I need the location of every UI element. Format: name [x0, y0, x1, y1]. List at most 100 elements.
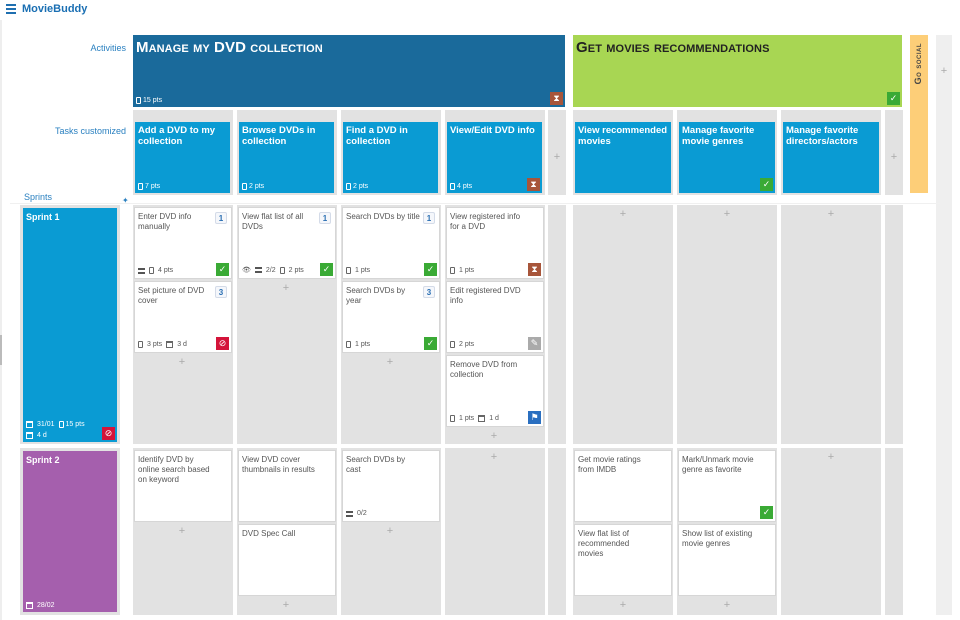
- task-manage-directors[interactable]: Manage favorite directors/actors: [783, 122, 879, 193]
- hourglass-icon: [242, 183, 247, 190]
- task-view-recommended[interactable]: View recommended movies: [575, 122, 671, 193]
- check-icon[interactable]: ✓: [216, 263, 229, 276]
- story-card[interactable]: View DVD cover thumbnails in results: [238, 450, 336, 522]
- add-activity-icon[interactable]: +: [940, 65, 948, 77]
- add-story-icon[interactable]: +: [723, 208, 731, 220]
- description-icon: [138, 267, 145, 274]
- story-card[interactable]: Remove DVD from collection 1 pts 1 d ⚑: [446, 355, 544, 427]
- story-card[interactable]: Edit registered DVD info 2 pts ✎: [446, 281, 544, 353]
- team-icon: [478, 415, 486, 422]
- tasks-icon: [254, 267, 262, 273]
- task-points: 2 pts: [346, 183, 368, 190]
- add-task-icon[interactable]: +: [890, 151, 898, 163]
- story-card[interactable]: Get movie ratings from IMDB: [574, 450, 672, 522]
- story-card[interactable]: Enter DVD info manually 1 4 pts ✓: [134, 207, 232, 279]
- sprint-1-card[interactable]: Sprint 1 31/01 15 pts 4 d ⊘: [23, 208, 117, 442]
- story-title: View flat list of all DVDs: [242, 212, 304, 231]
- story-card[interactable]: Search DVDs by title 1 1 pts ✓: [342, 207, 440, 279]
- task-manage-genres[interactable]: Manage favorite movie genres ✓: [679, 122, 775, 193]
- pin-icon[interactable]: ✦: [122, 196, 129, 205]
- activity-manage-dvd-collection[interactable]: Manage my DVD collection 15 pts ⧗: [133, 35, 565, 107]
- story-title: Show list of existing movie genres: [682, 529, 753, 548]
- blocked-icon[interactable]: ⊘: [102, 427, 115, 440]
- task-add-dvd[interactable]: Add a DVD to my collection 7 pts: [135, 122, 230, 193]
- story-title: Search DVDs by title: [346, 212, 420, 221]
- hourglass-icon: [450, 415, 455, 422]
- story-meta: 1 pts 1 d: [450, 415, 499, 422]
- add-story-icon[interactable]: +: [178, 356, 186, 368]
- calendar-icon: [26, 421, 33, 428]
- story-card[interactable]: View flat list of all DVDs 1 👁 2/2 2 pts ✓: [238, 207, 336, 279]
- activity-title: Go social: [913, 43, 923, 85]
- story-comment-count[interactable]: 1: [423, 212, 435, 224]
- check-icon[interactable]: ✓: [760, 506, 773, 519]
- sprint-2-card[interactable]: Sprint 2 28/02: [23, 451, 117, 612]
- check-icon[interactable]: ✓: [320, 263, 333, 276]
- add-story-icon[interactable]: +: [490, 430, 498, 442]
- check-icon[interactable]: ✓: [424, 263, 437, 276]
- sprint2-column: [445, 448, 545, 615]
- check-icon[interactable]: ✓: [887, 92, 900, 105]
- hourglass-icon: [450, 341, 455, 348]
- flag-icon[interactable]: ⚑: [528, 411, 541, 424]
- story-comment-count[interactable]: 3: [423, 286, 435, 298]
- task-title: Browse DVDs in collection: [242, 125, 316, 147]
- hourglass-icon: [279, 266, 285, 274]
- story-comment-count[interactable]: 1: [319, 212, 331, 224]
- hourglass-icon[interactable]: ⧗: [528, 263, 541, 276]
- story-card[interactable]: DVD Spec Call: [238, 524, 336, 596]
- add-story-icon[interactable]: +: [723, 599, 731, 611]
- hourglass-icon[interactable]: ⧗: [550, 92, 563, 105]
- activity-title: Manage my DVD collection: [136, 39, 323, 56]
- story-card[interactable]: Set picture of DVD cover 3 3 pts 3 d ⊘: [134, 281, 232, 353]
- task-find-dvd[interactable]: Find a DVD in collection 2 pts: [343, 122, 438, 193]
- story-card[interactable]: Search DVDs by year 3 1 pts ✓: [342, 281, 440, 353]
- team-icon: [166, 341, 174, 348]
- story-title: Identify DVD by online search based on k…: [138, 455, 210, 484]
- add-task-icon[interactable]: +: [553, 151, 561, 163]
- task-view-edit-dvd[interactable]: View/Edit DVD info 4 pts ⧗: [447, 122, 542, 193]
- add-story-icon[interactable]: +: [619, 599, 627, 611]
- story-title: Get movie ratings from IMDB: [578, 455, 641, 474]
- add-story-icon[interactable]: +: [386, 525, 394, 537]
- story-card[interactable]: Identify DVD by online search based on k…: [134, 450, 232, 522]
- story-card[interactable]: Mark/Unmark movie genre as favorite ✓: [678, 450, 776, 522]
- hamburger-menu-icon[interactable]: [6, 4, 16, 14]
- sprints-row-label: Sprints: [24, 192, 53, 202]
- activity-go-social[interactable]: Go social: [910, 35, 928, 193]
- story-card[interactable]: View registered info for a DVD 1 pts ⧗: [446, 207, 544, 279]
- hourglass-icon[interactable]: ⧗: [527, 178, 540, 191]
- story-comment-count[interactable]: 3: [215, 286, 227, 298]
- left-resize-handle[interactable]: [0, 335, 2, 365]
- sprint2-column: [781, 448, 881, 615]
- hourglass-icon: [346, 183, 351, 190]
- add-story-icon[interactable]: +: [178, 525, 186, 537]
- task-title: Manage favorite directors/actors: [786, 125, 859, 147]
- story-card[interactable]: Search DVDs by cast 0/2: [342, 450, 440, 522]
- add-story-icon[interactable]: +: [490, 451, 498, 463]
- sprint-title: Sprint 2: [26, 455, 60, 465]
- add-story-icon[interactable]: +: [386, 356, 394, 368]
- activity-get-movies-recommendations[interactable]: Get movies recommendations ✓: [573, 35, 902, 107]
- add-task-column: [885, 110, 903, 195]
- add-story-icon[interactable]: +: [282, 599, 290, 611]
- add-story-icon[interactable]: +: [282, 282, 290, 294]
- story-title: View flat list of recommended movies: [578, 529, 630, 558]
- edit-icon[interactable]: ✎: [528, 337, 541, 350]
- sprint-meta: 28/02: [26, 602, 55, 609]
- tasks-icon: [346, 510, 353, 517]
- add-story-icon[interactable]: +: [827, 208, 835, 220]
- hourglass-icon: [138, 341, 143, 348]
- check-icon[interactable]: ✓: [424, 337, 437, 350]
- story-card[interactable]: View flat list of recommended movies: [574, 524, 672, 596]
- task-browse-dvds[interactable]: Browse DVDs in collection 2 pts: [239, 122, 334, 193]
- check-icon[interactable]: ✓: [760, 178, 773, 191]
- blocked-icon[interactable]: ⊘: [216, 337, 229, 350]
- story-comment-count[interactable]: 1: [215, 212, 227, 224]
- sprint-separator: [10, 203, 940, 204]
- add-story-icon[interactable]: +: [827, 451, 835, 463]
- hourglass-icon: [450, 183, 455, 190]
- task-title: Manage favorite movie genres: [682, 125, 755, 147]
- add-story-icon[interactable]: +: [619, 208, 627, 220]
- story-card[interactable]: Show list of existing movie genres: [678, 524, 776, 596]
